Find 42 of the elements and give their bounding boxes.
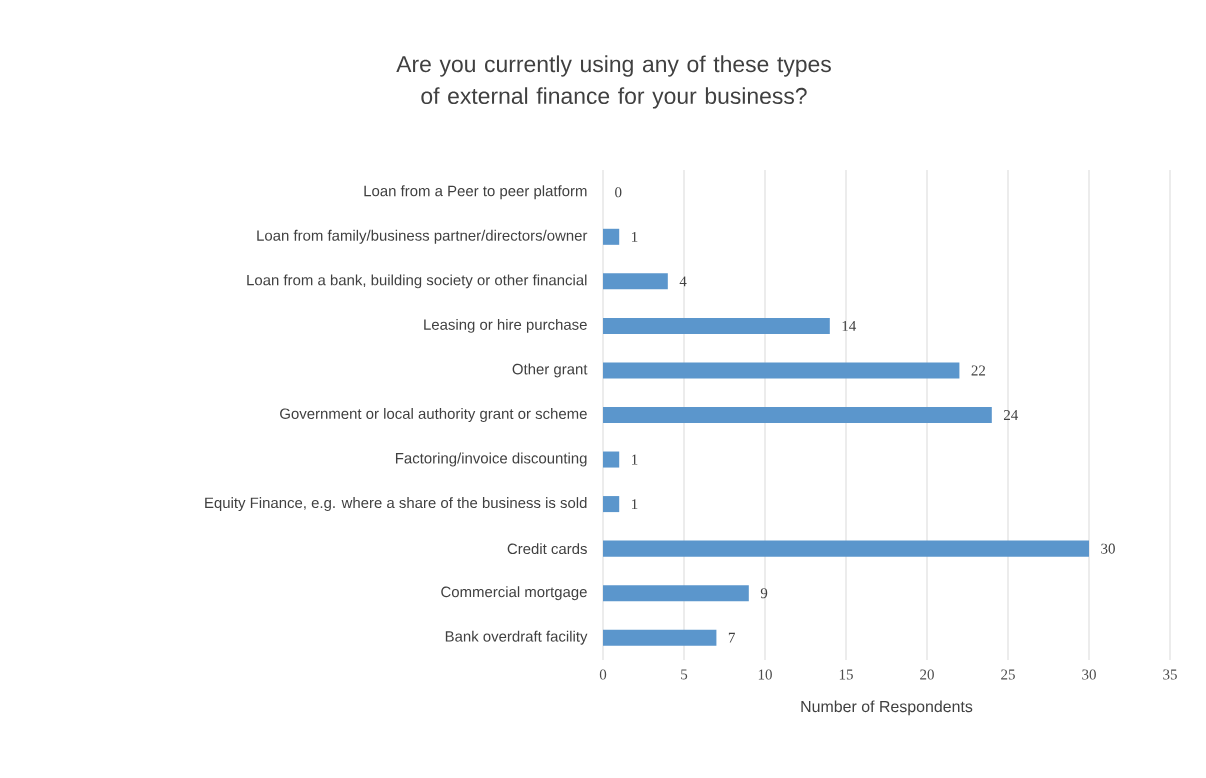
x-tick-label: 0 xyxy=(599,669,607,680)
bar xyxy=(603,585,749,602)
bar xyxy=(603,228,620,245)
chart-title: Are you currently using any of these types of external finance for your business? xyxy=(396,55,831,109)
data-label: 0 xyxy=(615,187,622,198)
data-label: 24 xyxy=(1003,410,1019,420)
x-tick-label: 25 xyxy=(1001,669,1015,680)
data-label: 22 xyxy=(971,365,986,376)
x-tick-label: 15 xyxy=(839,669,853,680)
y-tick-label: Other grant xyxy=(512,363,588,378)
data-label: 30 xyxy=(1101,543,1115,554)
data-label: 9 xyxy=(760,588,768,599)
y-tick-label: Loan from a bank, building society or other financial xyxy=(247,274,587,289)
data-label: 1 xyxy=(632,499,638,510)
bar xyxy=(603,540,1090,557)
data-label: 4 xyxy=(679,276,687,287)
y-tick-label: Equity Finance, e.g. where a share of the business is sold xyxy=(205,497,587,512)
x-tick-label: 30 xyxy=(1082,669,1096,680)
y-tick-label: Bank overdraft facility xyxy=(445,630,588,645)
y-tick-label: Leasing or hire purchase xyxy=(424,318,587,333)
data-label: 7 xyxy=(728,632,735,643)
bar xyxy=(603,496,620,513)
data-label: 1 xyxy=(632,231,638,242)
bar xyxy=(603,629,717,646)
bar xyxy=(603,406,992,424)
y-tick-label: Credit cards xyxy=(507,543,587,555)
y-tick-label: Loan from a Peer to peer platform xyxy=(364,185,587,200)
y-tick-label: Factoring/invoice discounting xyxy=(395,452,587,467)
data-label: 1 xyxy=(632,454,638,465)
bar xyxy=(603,317,830,334)
y-tick-label: Commercial mortgage xyxy=(441,586,587,601)
data-label: 14 xyxy=(842,320,857,331)
y-tick-label: Loan from family/business partner/directors/owner xyxy=(257,229,588,244)
x-tick-label: 35 xyxy=(1163,669,1177,680)
x-tick-label: 5 xyxy=(681,669,688,680)
y-tick-label: Government or local authority grant or scheme xyxy=(280,408,587,422)
x-tick-label: 10 xyxy=(758,669,772,680)
x-tick-label: 20 xyxy=(920,669,934,680)
bar xyxy=(603,362,960,379)
x-axis-title: Number of Respondents xyxy=(801,700,973,716)
bar xyxy=(603,273,668,290)
bar xyxy=(603,451,620,468)
